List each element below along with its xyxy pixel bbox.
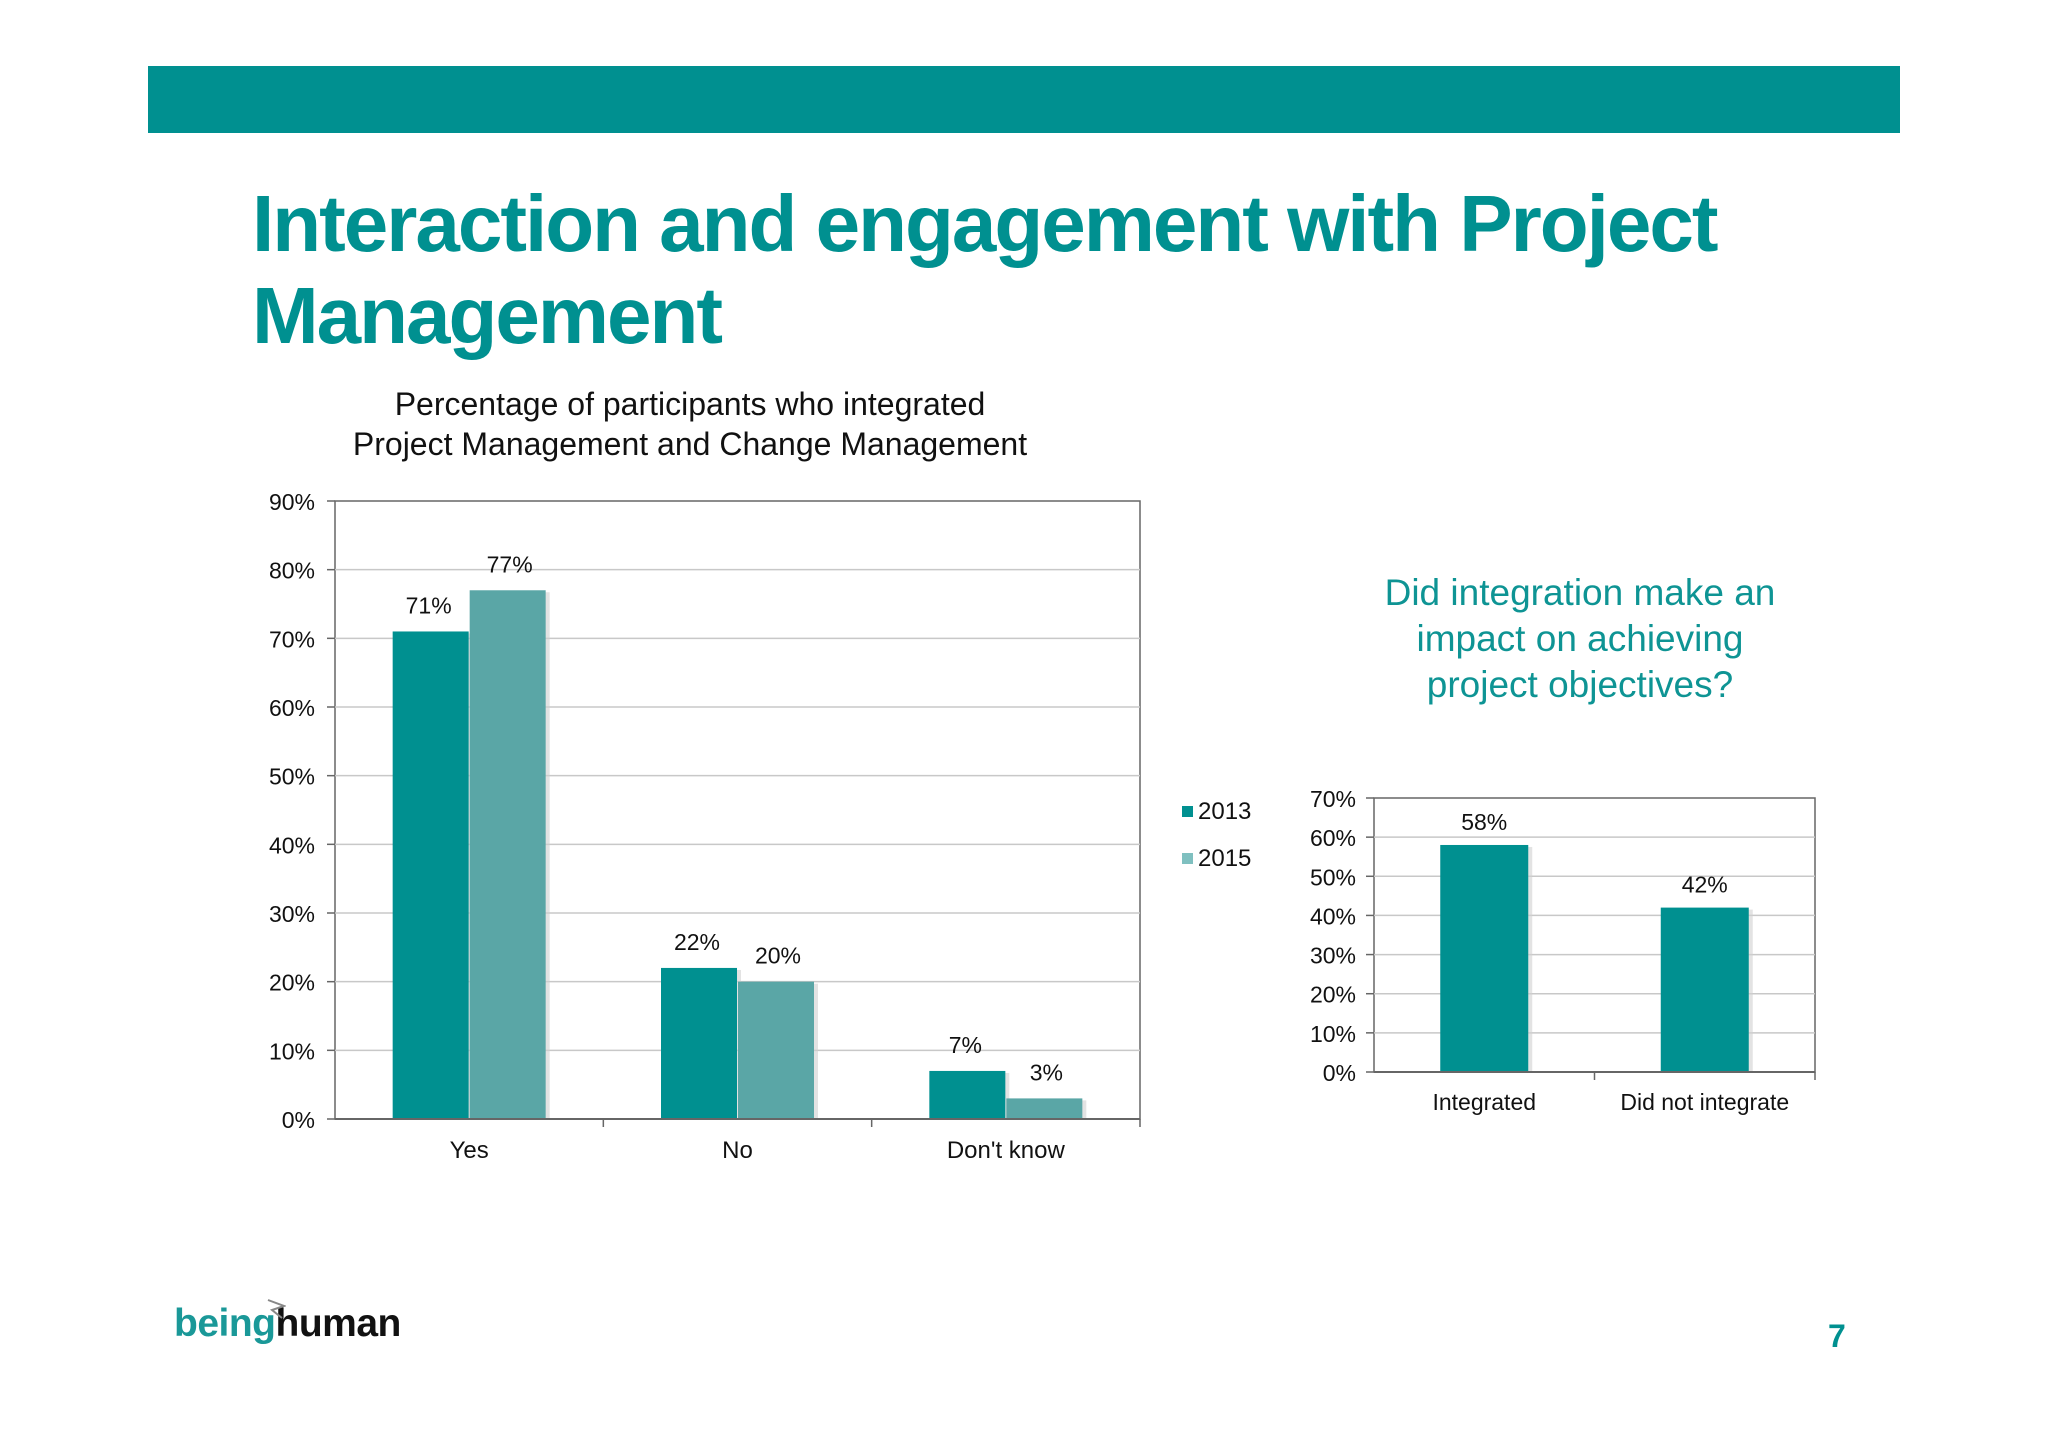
chart2-question: Did integration make an impact on achiev…: [1330, 570, 1830, 708]
y-tick-label: 70%: [269, 626, 315, 652]
x-tick-label: No: [722, 1137, 753, 1164]
legend-label-2015: 2015: [1198, 844, 1252, 872]
y-tick-label: 80%: [269, 558, 315, 584]
chart2-question-line: impact on achieving: [1416, 618, 1744, 659]
data-label: 20%: [755, 943, 801, 969]
data-label: 58%: [1461, 809, 1507, 835]
data-label: 7%: [949, 1032, 982, 1058]
legend-item-2013: 2013: [1182, 788, 1251, 835]
y-tick-label: 40%: [269, 832, 315, 858]
chart1-legend: 2013 2015: [1182, 788, 1251, 882]
bar-2015-yes: [469, 590, 546, 1119]
y-tick-label: 20%: [269, 970, 315, 996]
bar-2015-no: [738, 981, 814, 1119]
bar-2013-no: [661, 967, 737, 1119]
bar-did-not-integrate: [1660, 907, 1749, 1072]
y-tick-label: 90%: [269, 489, 315, 515]
data-label: 22%: [674, 929, 720, 955]
y-tick-label: 60%: [269, 695, 315, 721]
brand-logo: beinghuman: [174, 1299, 402, 1346]
header-band: [148, 66, 1900, 133]
bar-integrated: [1440, 844, 1529, 1072]
chart1-title-line: Percentage of participants who integrate…: [394, 386, 986, 422]
data-label: 42%: [1682, 872, 1728, 898]
data-label: 77%: [487, 551, 533, 577]
x-tick-label: Don't know: [947, 1137, 1066, 1164]
brand-human: human: [275, 1302, 402, 1345]
brand-being: being: [174, 1302, 276, 1345]
y-tick-label: 10%: [1310, 1021, 1356, 1047]
legend-label-2013: 2013: [1198, 797, 1252, 825]
data-label: 71%: [406, 592, 452, 618]
y-tick-label: 60%: [1310, 825, 1356, 851]
chart1-title-line: Project Management and Change Management: [352, 426, 1028, 462]
x-tick-label: Yes: [450, 1137, 489, 1164]
y-tick-label: 0%: [1323, 1060, 1356, 1086]
y-tick-label: 30%: [269, 901, 315, 927]
y-tick-label: 40%: [1310, 903, 1356, 929]
y-tick-label: 50%: [1310, 864, 1356, 890]
y-tick-label: 70%: [1310, 786, 1356, 812]
y-tick-label: 30%: [1310, 943, 1356, 969]
brand-mark-icon: [267, 1299, 286, 1319]
legend-swatch-2015: [1182, 853, 1193, 864]
y-tick-label: 0%: [282, 1107, 315, 1133]
bar-2013-don-t-know: [929, 1070, 1006, 1119]
x-tick-label: Integrated: [1432, 1089, 1536, 1115]
chart2-question-line: project objectives?: [1426, 664, 1734, 705]
chart2-question-line: Did integration make an: [1384, 572, 1776, 613]
slide-title: Interaction and engagement with Project …: [252, 179, 1718, 360]
y-tick-label: 10%: [269, 1038, 315, 1064]
bar-2015-don-t-know: [1006, 1098, 1083, 1119]
y-tick-label: 50%: [269, 764, 315, 790]
bar-2013-yes: [392, 631, 469, 1119]
page-number: 7: [1828, 1318, 1846, 1354]
legend-item-2015: 2015: [1182, 835, 1251, 882]
x-tick-label: Did not integrate: [1620, 1089, 1789, 1115]
data-label: 3%: [1030, 1059, 1063, 1085]
y-tick-label: 20%: [1310, 982, 1356, 1008]
legend-swatch-2013: [1182, 806, 1193, 817]
chart1-title: Percentage of participants who integrate…: [300, 384, 1080, 464]
